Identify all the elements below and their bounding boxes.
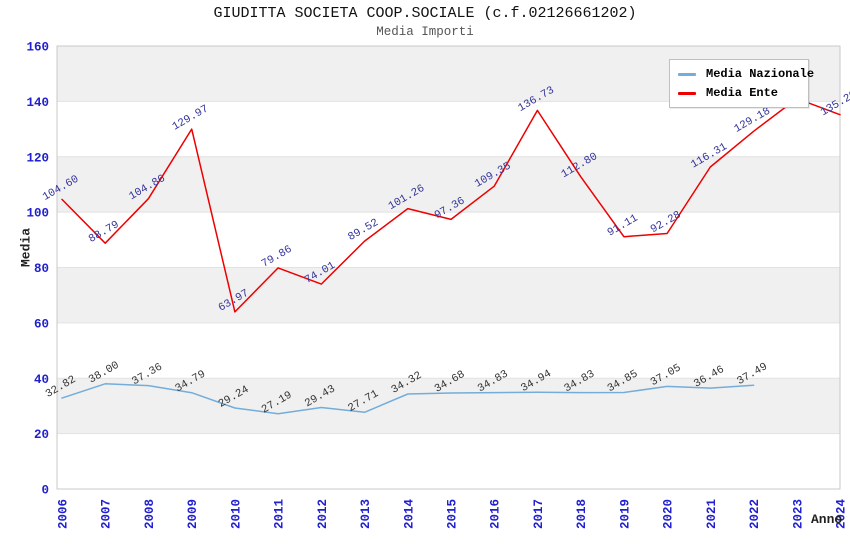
legend-item-media-nazionale: Media Nazionale <box>678 66 814 82</box>
line-swatch-ente-icon <box>678 91 696 95</box>
x-tick-label: 2017 <box>532 499 546 529</box>
plot-band <box>57 433 840 489</box>
plot-band <box>57 322 840 379</box>
x-tick-label: 2022 <box>748 499 762 529</box>
plot-border <box>56 45 841 490</box>
x-tick-label: 2013 <box>359 499 373 529</box>
y-tick-label: 0 <box>41 484 49 498</box>
x-tick-label: 2014 <box>402 499 416 530</box>
series-line-media-nazionale <box>61 383 755 415</box>
legend-label: Media Ente <box>706 86 779 100</box>
x-tick-label: 2006 <box>57 499 71 529</box>
x-tick-label: 2015 <box>446 499 460 529</box>
x-tick-label: 2016 <box>489 499 503 529</box>
x-tick-label: 2008 <box>143 499 157 529</box>
legend-label: Media Nazionale <box>706 67 815 81</box>
chart-title: GIUDITTA SOCIETA COOP.SOCIALE (c.f.02126… <box>213 5 637 22</box>
y-tick-label: 80 <box>34 262 49 276</box>
chart-subtitle: Media Importi <box>376 25 474 39</box>
x-tick-label: 2020 <box>662 499 676 529</box>
x-tick-label: 2021 <box>705 499 719 529</box>
x-tick-label: 2024 <box>835 499 849 530</box>
plot-band <box>57 212 840 268</box>
y-tick-label: 60 <box>34 317 49 331</box>
y-tick-label: 140 <box>26 96 49 110</box>
x-tick-label: 2023 <box>791 499 805 529</box>
plot-band <box>57 101 840 157</box>
x-tick-label: 2009 <box>186 499 200 529</box>
legend: Media Nazionale Media Ente <box>669 59 814 108</box>
y-tick-label: 40 <box>34 373 49 387</box>
x-tick-label: 2011 <box>273 499 287 529</box>
y-tick-label: 100 <box>26 207 49 221</box>
x-tick-label: 2018 <box>575 499 589 529</box>
x-tick-label: 2007 <box>100 499 114 529</box>
x-axis-title: Anno <box>811 512 843 527</box>
y-tick-label: 120 <box>26 151 49 165</box>
line-swatch-nazionale-icon <box>678 72 696 76</box>
y-tick-label: 20 <box>34 428 49 442</box>
y-tick-label: 160 <box>26 41 49 55</box>
plot-band <box>57 267 840 323</box>
x-tick-label: 2019 <box>618 499 632 529</box>
legend-item-media-ente: Media Ente <box>678 85 800 101</box>
series-line-media-ente <box>61 97 841 313</box>
x-tick-label: 2010 <box>229 499 243 529</box>
y-axis-title: Media <box>18 228 34 268</box>
plot-band <box>57 156 840 213</box>
x-tick-label: 2012 <box>316 499 330 529</box>
